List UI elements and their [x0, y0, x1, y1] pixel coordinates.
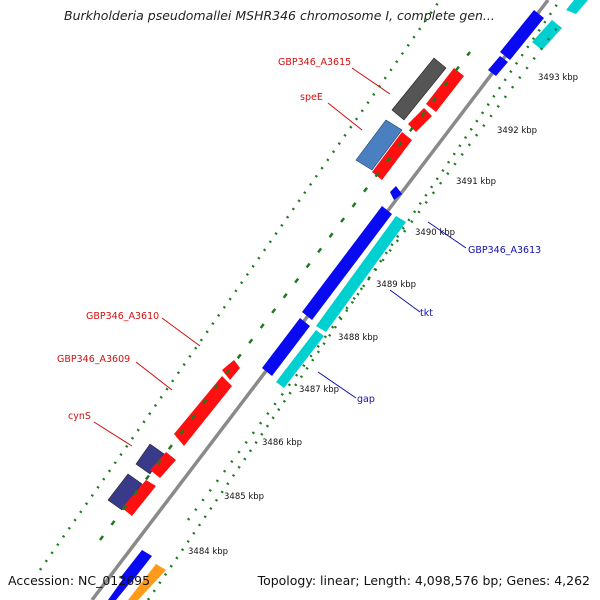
chromosome-title: Burkholderia pseudomallei MSHR346 chromo… [64, 8, 495, 23]
gene-arrow[interactable] [566, 0, 588, 14]
leader-line [427, 221, 467, 249]
tick-label: 3487 kbp [299, 385, 339, 395]
gene-label-tkt[interactable]: tkt [420, 308, 433, 319]
inner-ticks [187, 23, 561, 521]
tick-label: 3486 kbp [262, 438, 302, 448]
tick-label: 3489 kbp [376, 280, 416, 290]
tick-label: 3492 kbp [497, 126, 537, 136]
outer-guide-left [38, 0, 442, 571]
leader-line [135, 361, 173, 391]
scale-labels: 3484 kbp 3485 kbp 3486 kbp 3487 kbp 3488… [188, 73, 578, 557]
gene-labels: GBP346_A3615 speE GBP346_A3613 tkt gap G… [57, 57, 541, 422]
gene-arrow[interactable] [174, 376, 232, 446]
label-leaders [93, 67, 467, 447]
gene-arrow[interactable] [262, 318, 310, 376]
gene-arrow[interactable] [488, 56, 508, 76]
gene-track-lower [120, 0, 588, 600]
gene-arrow[interactable] [135, 443, 165, 475]
leader-line [93, 421, 133, 447]
gene-arrow[interactable] [372, 132, 412, 180]
gene-label-gap[interactable]: gap [357, 394, 375, 405]
gene-arrow[interactable] [316, 216, 406, 332]
leader-line [317, 371, 357, 399]
inner-ticks [99, 51, 471, 541]
gene-arrow[interactable] [107, 473, 143, 511]
tick-label: 3485 kbp [224, 492, 264, 502]
gene-arrow[interactable] [150, 452, 176, 478]
accession-text: Accession: NC_012695 [8, 573, 151, 588]
gene-arrow[interactable] [276, 330, 324, 388]
gene-arrow[interactable] [222, 360, 240, 380]
genome-summary-text: Topology: linear; Length: 4,098,576 bp; … [257, 573, 590, 588]
gene-arrow[interactable] [390, 186, 402, 200]
leader-line [389, 289, 421, 313]
gene-arrow[interactable] [500, 10, 544, 60]
gene-arrow[interactable] [302, 206, 392, 320]
tick-label: 3493 kbp [538, 73, 578, 83]
gene-arrow[interactable] [532, 20, 562, 50]
gene-arrow[interactable] [408, 108, 432, 132]
gene-arrow[interactable] [355, 119, 403, 171]
tick-label: 3490 kbp [415, 228, 455, 238]
gene-arrow[interactable] [122, 480, 156, 516]
outer-guide-right [146, 0, 562, 600]
gene-label-gbp346-a3609[interactable]: GBP346_A3609 [57, 354, 130, 365]
gene-arrow[interactable] [120, 550, 152, 584]
tick-label: 3491 kbp [456, 177, 496, 187]
gene-label-cyns[interactable]: cynS [68, 411, 91, 422]
gene-label-gbp346-a3610[interactable]: GBP346_A3610 [86, 311, 159, 322]
leader-line [327, 102, 363, 131]
gene-arrow[interactable] [128, 564, 166, 600]
gene-label-gbp346-a3613[interactable]: GBP346_A3613 [468, 245, 541, 256]
gene-arrow[interactable] [426, 68, 464, 112]
gene-arrow[interactable] [391, 57, 447, 121]
leader-line [161, 317, 201, 347]
gene-track-upper [107, 10, 544, 600]
tick-label: 3484 kbp [188, 547, 228, 557]
leader-line [351, 67, 391, 95]
gene-label-spee[interactable]: speE [300, 92, 323, 103]
gene-label-gbp346-a3615[interactable]: GBP346_A3615 [278, 57, 351, 68]
tick-label: 3488 kbp [338, 333, 378, 343]
